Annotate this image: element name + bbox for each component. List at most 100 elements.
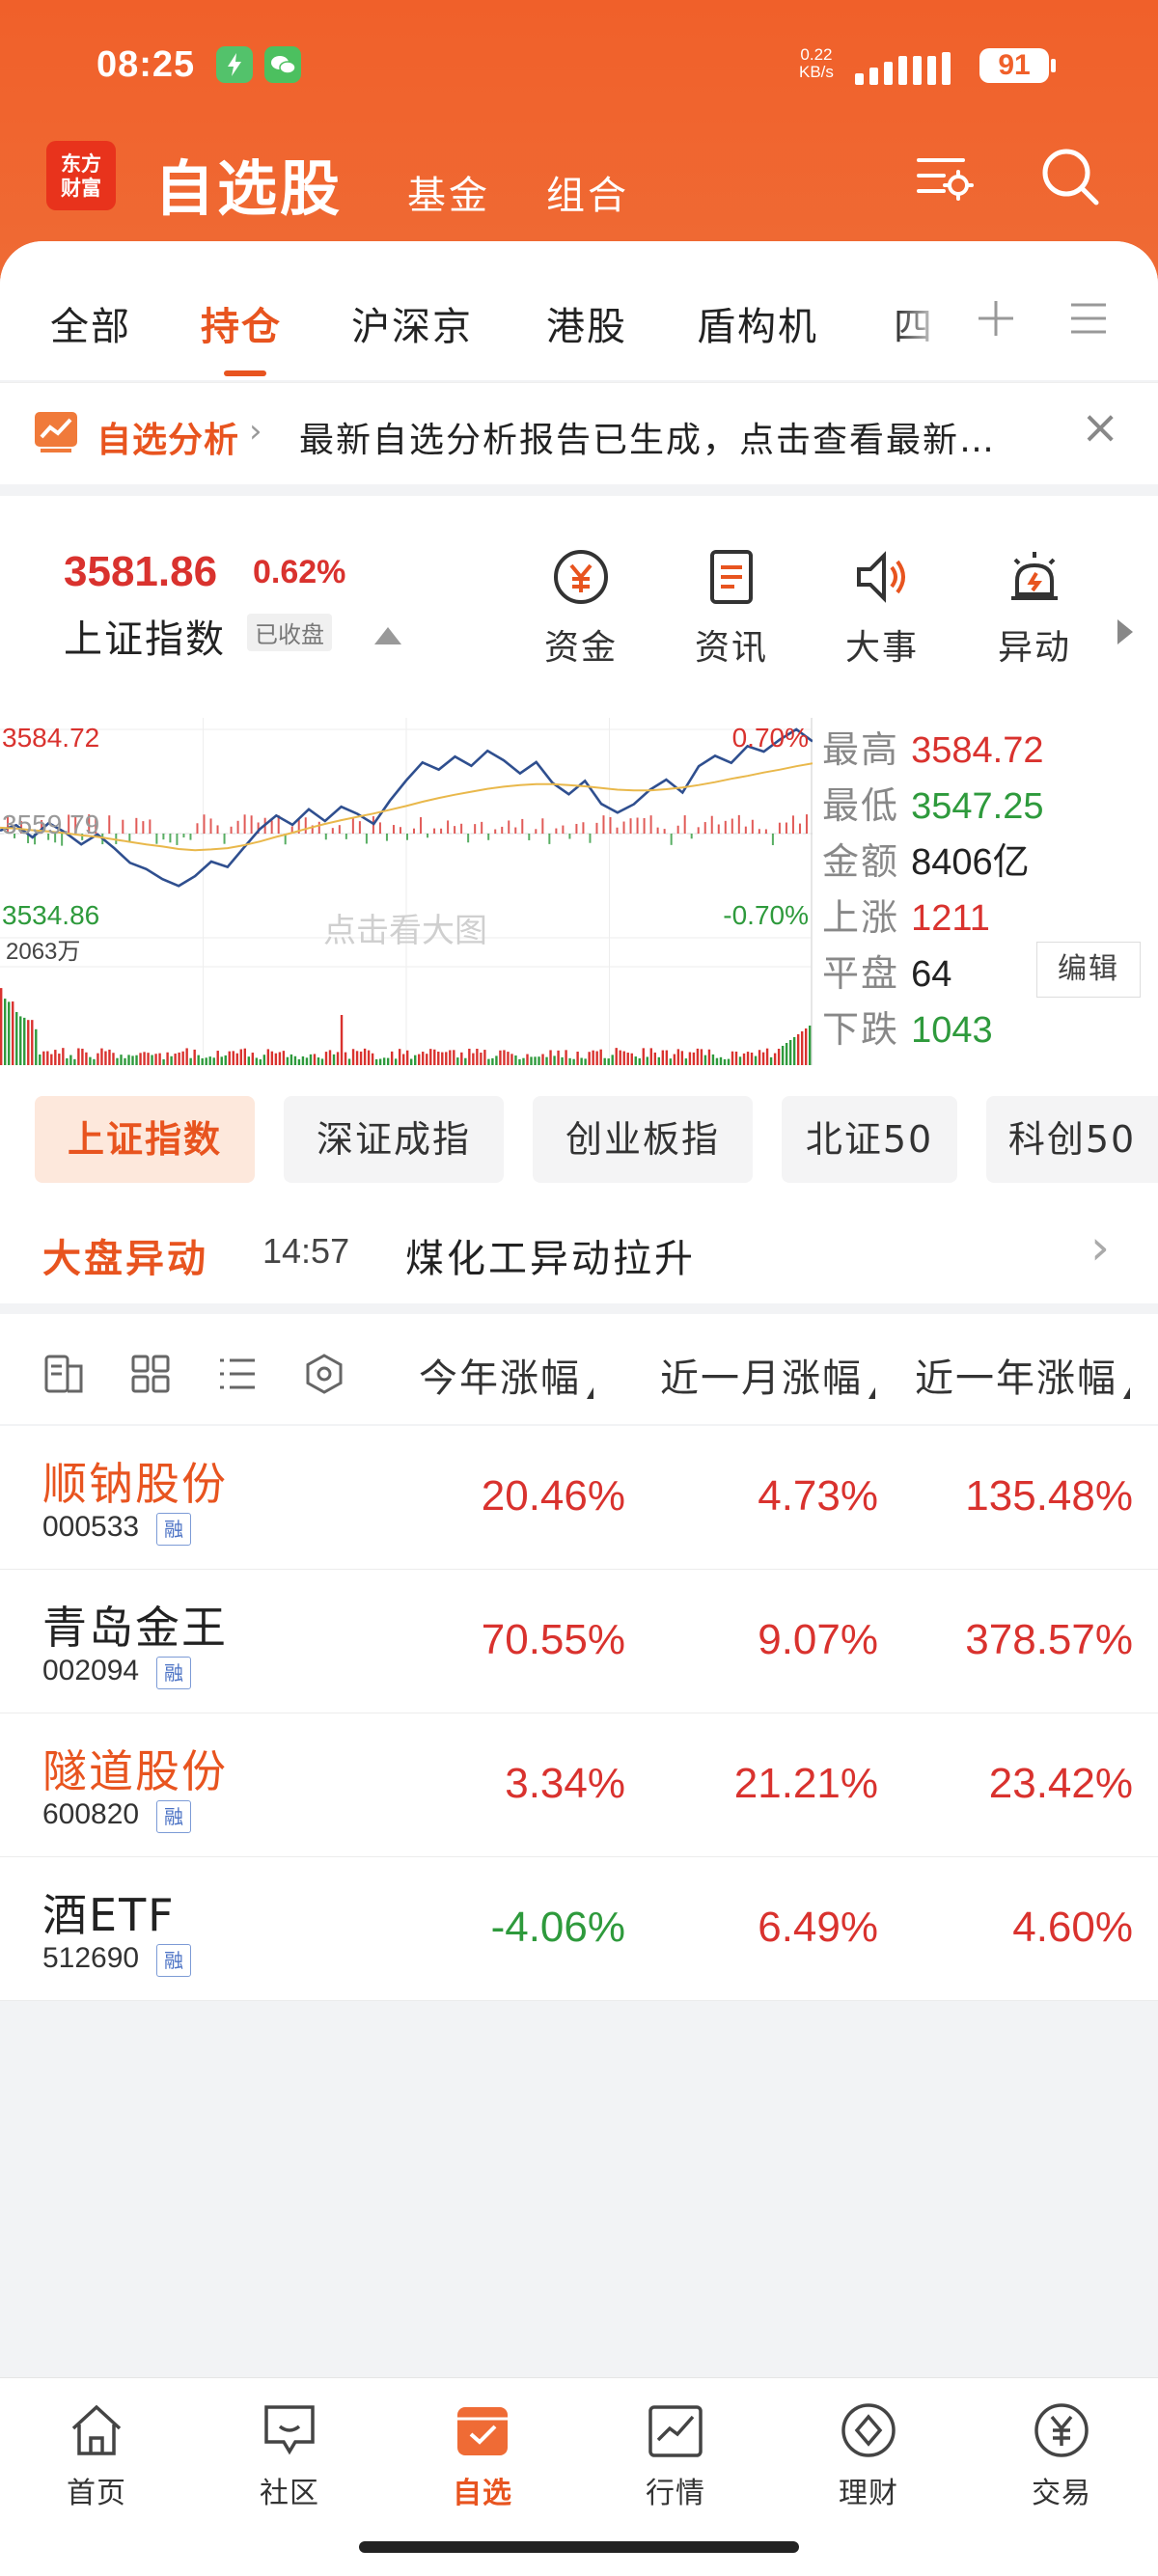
menu-icon[interactable] <box>1065 295 1112 342</box>
action-events[interactable]: 大事 <box>824 544 940 670</box>
flow-bar-up <box>636 817 639 834</box>
volume-bar-up <box>503 1050 506 1065</box>
close-icon[interactable]: × <box>1081 400 1120 454</box>
triangle-up-icon[interactable] <box>374 627 401 644</box>
volume-bar-down <box>262 1055 266 1065</box>
tab-all[interactable]: 全部 <box>50 305 131 349</box>
flow-bar-down <box>385 834 388 841</box>
m1-change: 4.73% <box>758 1472 878 1520</box>
tabbar-community[interactable]: 社区 <box>222 2401 357 2511</box>
action-funds[interactable]: 资金 <box>523 544 639 670</box>
tabbar-home[interactable]: 首页 <box>29 2401 164 2511</box>
sort-icon <box>1123 1387 1130 1399</box>
tabbar-watchlist[interactable]: 自选 <box>415 2401 550 2511</box>
nav-portfolio[interactable]: 组合 <box>546 174 629 218</box>
volume-bar-up <box>406 1050 409 1065</box>
flow-bar-up <box>622 821 625 834</box>
volume-bar-up <box>731 1051 734 1065</box>
volume-bar-up <box>313 1054 317 1065</box>
pill-sh-index[interactable]: 上证指数 <box>35 1096 255 1183</box>
pill-kc50[interactable]: 科创50 <box>986 1096 1158 1183</box>
table-row[interactable]: 青岛金王 002094 融 70.55% 9.07% 378.57% <box>0 1570 1158 1713</box>
volume-bar-down <box>738 1056 742 1065</box>
volume-bar-down <box>73 1058 76 1065</box>
home-indicator[interactable] <box>359 2541 799 2553</box>
flow-bar-down <box>14 834 16 838</box>
volume-bar-up <box>100 1048 103 1065</box>
volume-bar-down <box>220 1056 223 1065</box>
flow-bar-down <box>548 834 551 844</box>
index-name[interactable]: 上证指数 <box>64 617 226 662</box>
table-row[interactable]: 顺钠股份 000533 融 20.46% 4.73% 135.48% <box>0 1426 1158 1570</box>
volume-bar-down <box>410 1058 413 1065</box>
m1-change: 9.07% <box>758 1616 878 1663</box>
intraday-chart[interactable]: 3584.72 3559.79 3534.86 0.70% -0.70% 2063万 点击看… <box>0 718 813 1065</box>
table-row[interactable]: 酒ETF 512690 融 -4.06% 6.49% 4.60% <box>0 1857 1158 2001</box>
card-view-icon[interactable] <box>42 1353 85 1395</box>
y-mid-label: 3559.79 <box>2 809 99 839</box>
volume-bar-up <box>557 1050 560 1065</box>
volume-bar-down <box>347 1058 351 1065</box>
volume-bar-down <box>89 1056 92 1065</box>
tabbar-market[interactable]: 行情 <box>608 2401 743 2511</box>
tab-hk-stocks[interactable]: 港股 <box>546 305 627 349</box>
tab-shield-machine[interactable]: 盾构机 <box>697 305 818 349</box>
volume-bar-down <box>151 1055 153 1065</box>
volume-bar-down <box>669 1058 673 1065</box>
volume-bar-up <box>765 1048 769 1065</box>
pill-chinext[interactable]: 创业板指 <box>533 1096 753 1183</box>
banner-text[interactable]: 最新自选分析报告已生成，点击查看最新… <box>299 421 997 460</box>
volume-bar-up <box>453 1050 455 1065</box>
pill-sz-index[interactable]: 深证成指 <box>284 1096 504 1183</box>
analysis-banner[interactable]: 自选分析 › 最新自选分析报告已生成，点击查看最新… × <box>0 382 1158 484</box>
margin-badge: 融 <box>156 1800 191 1833</box>
search-icon[interactable] <box>1036 143 1104 210</box>
flow-bar-up <box>351 817 354 834</box>
col-1y-header[interactable]: 近一年涨幅 <box>915 1347 1130 1403</box>
market-move-row[interactable]: 大盘异动 14:57 煤化工异动拉升 › <box>0 1198 1158 1304</box>
volume-bar-up <box>27 1020 30 1065</box>
tabbar-wealth[interactable]: 理财 <box>801 2401 936 2511</box>
flow-bar-up <box>474 824 477 834</box>
flow-bar-up <box>737 814 740 834</box>
volume-bar-up <box>58 1054 61 1065</box>
volume-bar-up <box>565 1050 567 1065</box>
flow-bar-up <box>508 820 510 834</box>
flow-bar-down <box>365 834 368 844</box>
volume-bar-down <box>534 1056 537 1065</box>
index-switcher: 上证指数 深证成指 创业板指 北证50 科创50 <box>0 1082 1158 1183</box>
settings-list-icon[interactable] <box>913 143 980 210</box>
settings-hex-icon[interactable] <box>303 1353 345 1395</box>
page-title[interactable]: 自选股 <box>154 153 344 224</box>
volume-bar-up <box>773 1053 777 1065</box>
tabbar-label: 理财 <box>839 2477 898 2510</box>
pill-bz50[interactable]: 北证50 <box>782 1096 957 1183</box>
action-news[interactable]: 资讯 <box>674 544 789 670</box>
tab-holdings[interactable]: 持仓 <box>201 305 282 349</box>
col-ytd-header[interactable]: 今年涨幅 <box>419 1347 593 1403</box>
action-anomaly[interactable]: 异动 <box>977 544 1092 670</box>
stock-list: 顺钠股份 000533 融 20.46% 4.73% 135.48% 青岛金王 … <box>0 1426 1158 2001</box>
volume-bar-up <box>344 1052 347 1065</box>
chevron-right-icon[interactable] <box>1117 619 1133 644</box>
flow-bar-up <box>440 828 443 834</box>
list-view-icon[interactable] <box>216 1353 259 1395</box>
volume-bar-up <box>278 1052 282 1065</box>
table-row[interactable]: 隧道股份 600820 融 3.34% 21.21% 23.42% <box>0 1713 1158 1857</box>
plus-icon[interactable] <box>973 295 1019 342</box>
volume-bar-down <box>719 1056 723 1065</box>
tab-hushenjing[interactable]: 沪深京 <box>351 305 473 349</box>
grid-view-icon[interactable] <box>129 1353 172 1395</box>
volume-bar-up <box>680 1051 684 1065</box>
volume-bar-up <box>77 1048 80 1065</box>
volume-bar-up <box>507 1052 510 1065</box>
flow-bar-up <box>629 818 632 834</box>
app-logo[interactable]: 东方 财富 <box>46 141 116 210</box>
col-1m-header[interactable]: 近一月涨幅 <box>660 1347 875 1403</box>
nav-fund[interactable]: 基金 <box>407 174 490 218</box>
volume-bar-up <box>193 1049 196 1065</box>
flow-bar-down <box>690 834 693 839</box>
edit-button[interactable]: 编辑 <box>1036 942 1141 998</box>
volume-bar-up <box>96 1053 99 1065</box>
tabbar-trade[interactable]: 交易 <box>994 2401 1129 2511</box>
